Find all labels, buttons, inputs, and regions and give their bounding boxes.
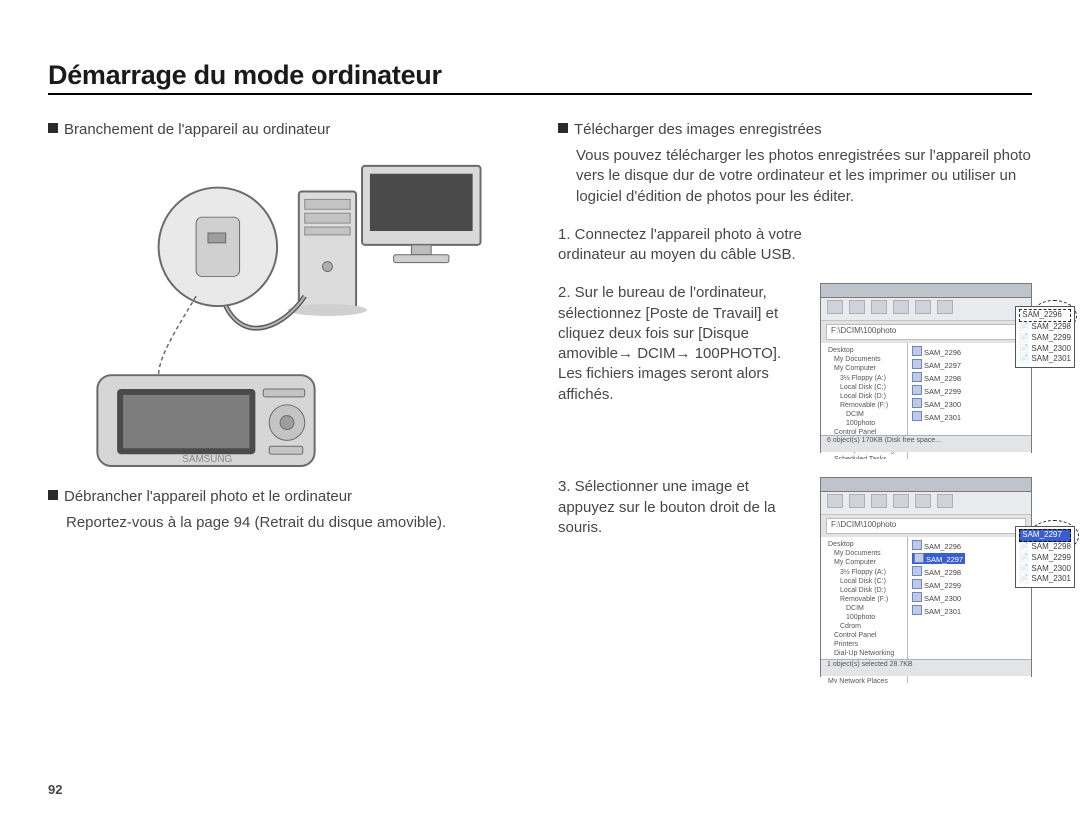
window-toolbar (821, 298, 1031, 321)
left-body-2: Reportez-vous à la page 94 (Retrait du d… (66, 513, 522, 533)
left-heading-2-text: Débrancher l'appareil photo et le ordina… (64, 488, 352, 505)
bullet-square-icon (558, 123, 568, 133)
step-2-row: 2. Sur le bureau de l'ordinateur, sélect… (558, 283, 1032, 453)
window-titlebar (821, 284, 1031, 298)
left-heading-1: Branchement de l'appareil au ordinateur (48, 121, 522, 138)
explorer-thumb-1: F:\DCIM\100photo Desktop My Documents My… (820, 283, 1032, 453)
bullet-square-icon (48, 490, 58, 500)
zoom-circled: SAM_2297 (1019, 529, 1071, 542)
left-heading-1-text: Branchement de l'appareil au ordinateur (64, 121, 330, 138)
address-bar: F:\DCIM\100photo (826, 518, 1026, 534)
title-rule: Démarrage du mode ordinateur (48, 60, 1032, 95)
explorer-thumb-2: F:\DCIM\100photo Desktop My Documents My… (820, 477, 1032, 677)
step-3: 3. Sélectionner une image et appuyez sur… (558, 477, 804, 538)
window-toolbar (821, 492, 1031, 515)
left-column: Branchement de l'appareil au ordinateur (48, 121, 522, 701)
zoom-file-list: SAM_2296 📄 SAM_2298 📄 SAM_2299 📄 SAM_230… (1015, 306, 1075, 368)
statusbar: 1 object(s) selected 28.7KB (821, 659, 1031, 676)
page-number: 92 (48, 782, 62, 797)
right-column: Télécharger des images enregistrées Vous… (558, 121, 1032, 701)
svg-text:SAMSUNG: SAMSUNG (182, 454, 232, 465)
left-heading-2: Débrancher l'appareil photo et le ordina… (48, 488, 522, 505)
two-column-layout: Branchement de l'appareil au ordinateur (48, 121, 1032, 701)
manual-page: Démarrage du mode ordinateur Branchement… (0, 0, 1080, 815)
tree-selected: 100photo (846, 420, 875, 427)
window-titlebar (821, 478, 1031, 492)
file-selected: SAM_2297 (912, 553, 965, 564)
bullet-square-icon (48, 123, 58, 133)
step-2: 2. Sur le bureau de l'ordinateur, sélect… (558, 283, 804, 405)
tree-selected: 100photo (846, 614, 875, 621)
step-3-row: 3. Sélectionner une image et appuyez sur… (558, 477, 1032, 677)
right-intro: Vous pouvez télécharger les photos enreg… (576, 146, 1032, 207)
address-bar: F:\DCIM\100photo (826, 324, 1026, 340)
step-1: 1. Connectez l'appareil photo à votre or… (558, 225, 838, 266)
statusbar: 6 object(s) 170KB (Disk free space... (821, 435, 1031, 452)
page-title: Démarrage du mode ordinateur (48, 60, 1032, 91)
zoom-file-list: SAM_2297 📄 SAM_2298 📄 SAM_2299 📄 SAM_230… (1015, 526, 1075, 588)
right-heading: Télécharger des images enregistrées (558, 121, 1032, 138)
connection-illustration: SAMSUNG (48, 146, 522, 476)
zoom-circled: SAM_2296 (1019, 309, 1071, 322)
right-heading-text: Télécharger des images enregistrées (574, 121, 822, 138)
